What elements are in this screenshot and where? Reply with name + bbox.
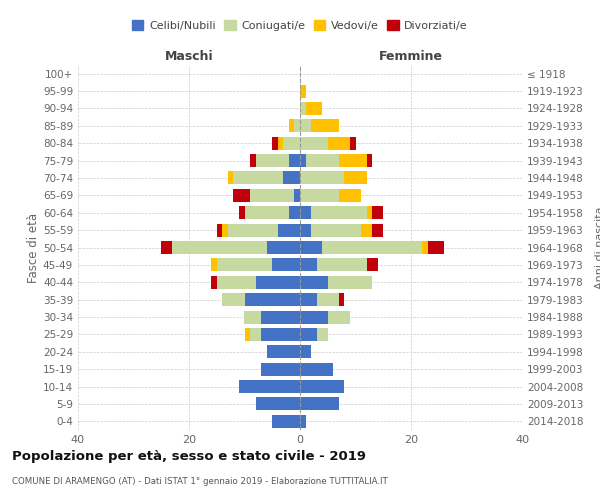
Bar bbox=[217, 276, 256, 289]
Bar bbox=[289, 120, 295, 132]
Bar bbox=[300, 362, 334, 376]
Bar bbox=[256, 276, 300, 289]
Bar bbox=[367, 258, 378, 272]
Bar bbox=[272, 136, 278, 149]
Bar bbox=[344, 172, 367, 184]
Bar bbox=[339, 189, 361, 202]
Text: Maschi: Maschi bbox=[164, 50, 214, 63]
Bar bbox=[223, 293, 245, 306]
Bar bbox=[311, 206, 367, 220]
Legend: Celibi/Nubili, Coniugati/e, Vedovi/e, Divorziati/e: Celibi/Nubili, Coniugati/e, Vedovi/e, Di… bbox=[128, 16, 472, 36]
Bar bbox=[272, 258, 300, 272]
Bar bbox=[300, 172, 344, 184]
Bar bbox=[228, 224, 278, 236]
Bar bbox=[266, 241, 300, 254]
Bar bbox=[300, 380, 344, 393]
Bar bbox=[300, 189, 339, 202]
Bar bbox=[339, 293, 344, 306]
Bar bbox=[300, 154, 305, 167]
Bar bbox=[339, 154, 367, 167]
Bar bbox=[283, 136, 300, 149]
Bar bbox=[211, 258, 217, 272]
Bar bbox=[228, 172, 233, 184]
Bar bbox=[261, 362, 300, 376]
Bar bbox=[328, 310, 350, 324]
Bar bbox=[250, 154, 256, 167]
Bar bbox=[289, 154, 300, 167]
Text: Femmine: Femmine bbox=[379, 50, 443, 63]
Bar bbox=[300, 415, 305, 428]
Bar bbox=[300, 224, 311, 236]
Bar bbox=[245, 206, 289, 220]
Bar bbox=[300, 258, 317, 272]
Bar bbox=[367, 206, 372, 220]
Bar bbox=[283, 172, 300, 184]
Bar bbox=[300, 206, 311, 220]
Bar bbox=[367, 154, 372, 167]
Bar bbox=[328, 276, 372, 289]
Bar bbox=[322, 241, 422, 254]
Bar bbox=[222, 224, 228, 236]
Bar bbox=[300, 276, 328, 289]
Bar bbox=[233, 189, 250, 202]
Bar bbox=[361, 224, 372, 236]
Bar bbox=[317, 328, 328, 341]
Bar bbox=[250, 328, 261, 341]
Bar bbox=[217, 258, 272, 272]
Bar bbox=[317, 258, 367, 272]
Bar bbox=[245, 310, 261, 324]
Bar bbox=[261, 310, 300, 324]
Bar bbox=[245, 293, 300, 306]
Y-axis label: Anni di nascita: Anni di nascita bbox=[595, 206, 600, 289]
Bar bbox=[311, 224, 361, 236]
Bar bbox=[300, 120, 311, 132]
Bar bbox=[317, 293, 339, 306]
Bar bbox=[245, 328, 250, 341]
Bar bbox=[300, 241, 322, 254]
Bar bbox=[328, 136, 350, 149]
Bar bbox=[261, 328, 300, 341]
Bar bbox=[250, 189, 295, 202]
Bar bbox=[233, 172, 283, 184]
Bar bbox=[350, 136, 355, 149]
Bar bbox=[256, 398, 300, 410]
Bar bbox=[239, 380, 300, 393]
Bar bbox=[295, 120, 300, 132]
Bar bbox=[300, 310, 328, 324]
Bar bbox=[278, 136, 283, 149]
Bar bbox=[300, 346, 311, 358]
Bar bbox=[305, 102, 322, 115]
Bar bbox=[311, 120, 339, 132]
Bar bbox=[300, 136, 328, 149]
Bar bbox=[172, 241, 266, 254]
Bar bbox=[256, 154, 289, 167]
Bar bbox=[272, 415, 300, 428]
Bar bbox=[300, 102, 305, 115]
Bar bbox=[278, 224, 300, 236]
Bar bbox=[289, 206, 300, 220]
Bar bbox=[300, 293, 317, 306]
Bar bbox=[305, 154, 339, 167]
Bar bbox=[300, 328, 317, 341]
Bar bbox=[211, 276, 217, 289]
Bar bbox=[217, 224, 222, 236]
Text: Popolazione per età, sesso e stato civile - 2019: Popolazione per età, sesso e stato civil… bbox=[12, 450, 366, 463]
Bar bbox=[295, 189, 300, 202]
Bar bbox=[239, 206, 245, 220]
Bar bbox=[266, 346, 300, 358]
Text: COMUNE DI ARAMENGO (AT) - Dati ISTAT 1° gennaio 2019 - Elaborazione TUTTITALIA.I: COMUNE DI ARAMENGO (AT) - Dati ISTAT 1° … bbox=[12, 478, 388, 486]
Bar bbox=[300, 84, 305, 98]
Bar bbox=[372, 224, 383, 236]
Bar bbox=[161, 241, 172, 254]
Bar bbox=[428, 241, 444, 254]
Y-axis label: Fasce di età: Fasce di età bbox=[27, 212, 40, 282]
Bar bbox=[300, 398, 339, 410]
Bar bbox=[422, 241, 428, 254]
Bar bbox=[372, 206, 383, 220]
